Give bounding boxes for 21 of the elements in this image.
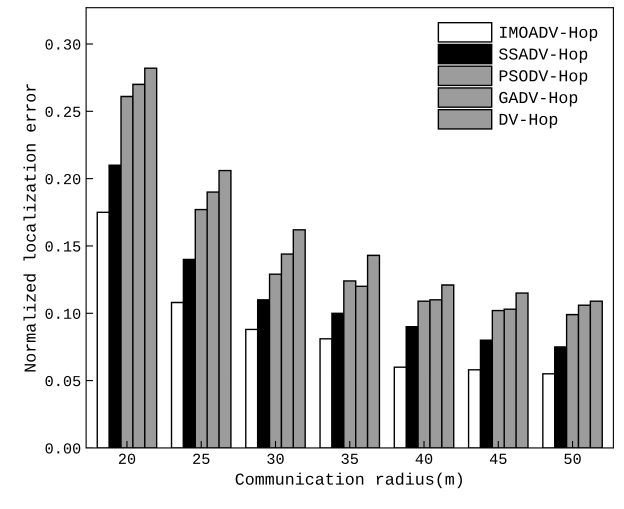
x-tick-label: 30 [267,454,284,464]
legend-label: SSADV-Hop [499,48,588,64]
legend-label: GADV-Hop [499,92,578,107]
x-tick-label: 45 [490,454,506,464]
y-tick-label: 0.25 [46,106,80,117]
y-tick-label: 0.10 [46,308,80,319]
legend-label: IMOADV-Hop [500,26,598,42]
legend-label: PSODV-Hop [500,70,588,85]
x-axis-title: Communication radius(m) [236,472,462,488]
x-tick-label: 40 [416,454,432,464]
y-tick-label: 0.00 [46,443,80,454]
x-tick-label: 35 [342,454,358,464]
y-tick-label: 0.20 [46,174,80,184]
x-tick-label: 20 [118,454,136,464]
x-tick-label: 50 [564,454,581,464]
y-tick-label: 0.30 [46,39,80,50]
y-tick-label: 0.05 [46,376,80,386]
y-tick-label: 0.15 [46,241,80,252]
x-tick-label: 25 [193,454,210,464]
y-axis-title: Normalized localization error [23,84,36,372]
legend-label: DV-Hop [500,114,558,128]
